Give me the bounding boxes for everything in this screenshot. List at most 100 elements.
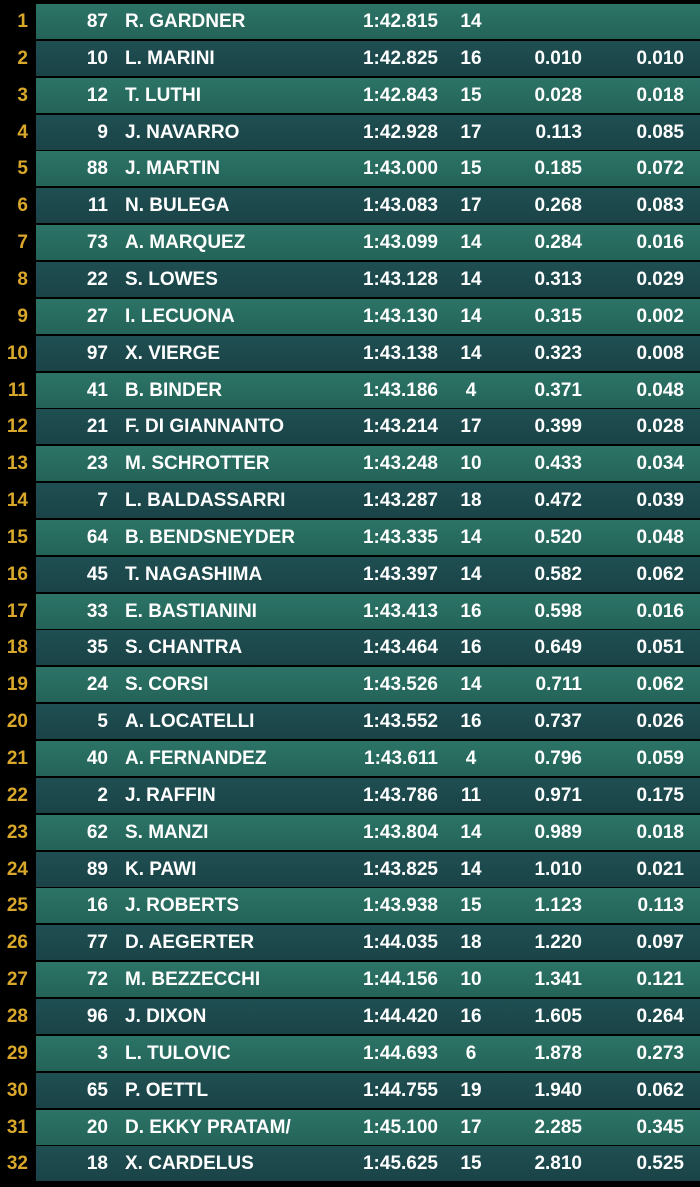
time-cell: 1:42.928 [362, 121, 438, 143]
laps-cell: 15 [460, 158, 482, 180]
pos-cell: 28 [6, 1005, 28, 1027]
row-background [36, 888, 700, 924]
diff-cell: 0.016 [636, 232, 684, 254]
pos-cell: 26 [6, 932, 28, 954]
pos-cell: 24 [6, 858, 28, 880]
diff-cell: 0.039 [636, 490, 684, 512]
name-cell: N. BULEGA [125, 195, 230, 217]
num-cell: 7 [97, 490, 108, 512]
pos-cell: 4 [17, 121, 28, 143]
diff-cell: 0.062 [636, 1079, 684, 1101]
gap-cell: 0.371 [534, 379, 582, 401]
table-row: 25 16 J. ROBERTS 1:43.938 15 1.123 0.113 [0, 888, 700, 924]
diff-cell: 0.028 [636, 416, 684, 438]
pos-cell: 32 [6, 1153, 28, 1175]
gap-cell: 1.878 [534, 1042, 582, 1064]
laps-cell: 4 [465, 379, 477, 401]
num-cell: 3 [97, 1042, 108, 1064]
name-cell: A. MARQUEZ [125, 232, 246, 254]
row-background [36, 519, 700, 555]
name-cell: E. BASTIANINI [125, 600, 257, 622]
pos-cell: 3 [17, 84, 28, 106]
table-row: 3 12 T. LUTHI 1:42.843 15 0.028 0.018 [0, 77, 700, 113]
gap-cell: 0.268 [534, 195, 582, 217]
table-row: 20 5 A. LOCATELLI 1:43.552 16 0.737 0.026 [0, 704, 700, 740]
gap-cell: 0.971 [534, 784, 582, 806]
row-background [36, 77, 700, 113]
name-cell: A. FERNANDEZ [125, 748, 267, 769]
time-cell: 1:43.214 [362, 416, 438, 438]
time-cell: 1:43.130 [362, 305, 438, 327]
diff-cell: 0.525 [636, 1153, 684, 1175]
laps-cell: 14 [460, 11, 482, 32]
diff-cell: 0.062 [636, 674, 684, 696]
num-cell: 87 [86, 11, 108, 32]
gap-cell: 2.810 [534, 1153, 582, 1175]
gap-cell: 1.010 [534, 858, 582, 880]
time-cell: 1:42.825 [362, 47, 438, 69]
diff-cell: 0.048 [636, 526, 684, 548]
name-cell: M. SCHROTTER [125, 453, 270, 475]
table-row: 31 20 D. EKKY PRATAM/1:45.100 17 2.285 0.345 [0, 1109, 700, 1145]
pos-cell: 22 [6, 784, 28, 806]
time-cell: 1:43.397 [362, 563, 438, 585]
table-row: 6 11 N. BULEGA 1:43.083 17 0.268 0.083 [0, 188, 700, 224]
name-cell: J. MARTIN [125, 158, 220, 180]
laps-cell: 10 [460, 969, 482, 991]
name-cell: J. ROBERTS [125, 895, 240, 917]
time-cell: 1:43.786 [362, 784, 438, 806]
table-row: 30 65 P. OETTL 1:44.755 19 1.940 0.062 [0, 1072, 700, 1108]
table-row: 28 96 J. DIXON 1:44.420 16 1.605 0.264 [0, 998, 700, 1034]
table-row: 26 77 D. AEGERTER 1:44.035 18 1.220 0.097 [0, 925, 700, 961]
table-row: 29 3 L. TULOVIC 1:44.693 6 1.878 0.273 [0, 1035, 700, 1071]
gap-cell: 0.113 [535, 121, 583, 143]
row-background [36, 483, 700, 519]
num-cell: 41 [86, 379, 108, 401]
gap-cell: 0.010 [534, 47, 582, 69]
diff-cell: 0.085 [636, 121, 684, 143]
laps-cell: 14 [460, 232, 482, 254]
laps-cell: 15 [460, 895, 482, 917]
gap-cell: 1.940 [534, 1079, 582, 1101]
laps-cell: 14 [460, 674, 482, 696]
name-cell: L. BALDASSARRI [125, 490, 286, 512]
diff-cell: 0.113 [637, 895, 685, 917]
gap-cell: 1.605 [534, 1005, 582, 1027]
row-background [36, 1035, 700, 1071]
table-row: 13 23 M. SCHROTTER 1:43.248 10 0.433 0.034 [0, 446, 700, 482]
name-cell: L. TULOVIC [125, 1042, 231, 1064]
name-cell: I. LECUONA [125, 305, 235, 327]
pos-cell: 15 [6, 526, 28, 548]
row-background [36, 225, 700, 261]
laps-cell: 16 [460, 637, 482, 659]
time-cell: 1:43.611 [364, 748, 438, 769]
name-cell: T. LUTHI [125, 84, 201, 106]
table-row: 17 33 E. BASTIANINI 1:43.413 16 0.598 0.016 [0, 593, 700, 629]
laps-cell: 15 [460, 1153, 482, 1175]
name-cell: B. BINDER [125, 379, 223, 401]
row-background [36, 777, 700, 813]
name-cell: S. MANZI [125, 821, 209, 843]
diff-cell: 0.097 [636, 932, 684, 954]
gap-cell: 1.220 [534, 932, 582, 954]
gap-cell: 0.737 [534, 711, 582, 733]
table-row: 24 89 K. PAWI 1:43.825 14 1.010 0.021 [0, 851, 700, 887]
gap-cell: 0.323 [534, 342, 582, 364]
time-cell: 1:43.138 [362, 342, 438, 364]
name-cell: D. AEGERTER [125, 932, 255, 954]
num-cell: 40 [86, 748, 108, 769]
time-cell: 1:43.099 [362, 232, 438, 254]
diff-cell: 0.345 [636, 1116, 684, 1138]
row-background [36, 593, 700, 629]
table-row: 22 2 J. RAFFIN 1:43.786 11 0.971 0.175 [0, 777, 700, 813]
diff-cell: 0.062 [636, 563, 684, 585]
num-cell: 33 [86, 600, 108, 622]
name-cell: T. NAGASHIMA [125, 563, 263, 585]
diff-cell: 0.002 [636, 305, 684, 327]
num-cell: 16 [86, 895, 108, 917]
laps-cell: 14 [460, 268, 482, 290]
laps-cell: 17 [460, 121, 482, 143]
name-cell: S. CORSI [125, 674, 209, 696]
name-cell: B. BENDSNEYDER [125, 526, 295, 548]
